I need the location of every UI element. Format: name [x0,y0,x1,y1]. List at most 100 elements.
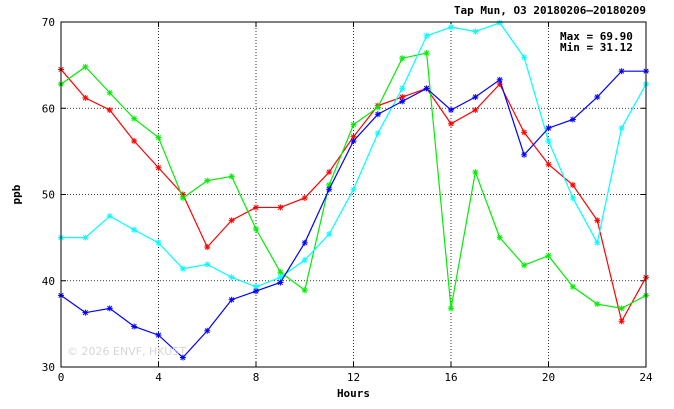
y-tick-label: 40 [42,275,55,288]
data-point [155,332,162,339]
data-point [350,133,357,140]
data-point [350,138,357,145]
data-point [277,279,284,286]
data-point [277,204,284,211]
x-tick-label: 0 [58,371,65,384]
chart-title: Tap Mun, O3 20180206–20180209 [454,4,646,17]
data-point [521,151,528,158]
data-point [545,125,552,132]
y-tick-label: 70 [42,16,55,29]
data-point [448,106,454,113]
data-point [179,354,186,361]
data-point [326,169,333,176]
x-tick-label: 12 [347,371,360,384]
data-point [204,177,211,184]
data-point [155,134,162,141]
y-tick-label: 30 [42,361,55,374]
data-point [618,68,625,75]
data-point [618,305,625,312]
data-point [374,130,381,137]
data-point [253,226,259,232]
data-point [594,301,601,308]
data-point [448,305,454,312]
data-point [521,129,528,136]
data-point [131,226,138,233]
data-point [82,234,89,241]
data-point [131,115,138,122]
x-tick-label: 8 [253,371,260,384]
x-tick-label: 16 [444,371,457,384]
data-point [496,76,503,83]
data-point [155,164,162,171]
data-point [448,24,454,31]
data-point [399,85,406,92]
data-point [618,125,625,132]
data-point [301,257,308,264]
series-1 [58,66,649,325]
data-point [496,234,503,241]
data-point [131,323,138,330]
data-point [326,231,333,238]
data-point [594,217,601,224]
x-tick-label: 24 [639,371,653,384]
x-tick-label: 4 [155,371,162,384]
data-point [521,262,528,269]
data-point [155,239,162,246]
plot-frame [60,21,647,368]
x-tick-label: 20 [542,371,555,384]
grid [61,22,646,367]
data-point [472,106,479,113]
data-point [131,138,138,145]
data-point [545,161,552,168]
data-point [423,50,430,57]
series-layer [58,19,649,361]
data-point [253,288,259,295]
y-axis-label: ppb [10,184,23,204]
data-point [496,19,503,26]
series-4 [58,68,649,361]
data-point [228,217,235,224]
data-point [228,296,235,303]
data-point [423,32,430,39]
data-point [106,106,113,113]
data-point [399,55,406,62]
data-point [569,182,576,189]
data-point [179,194,186,201]
data-point [204,244,211,251]
data-point [569,116,576,123]
data-point [326,186,333,193]
data-point [82,63,89,70]
data-point [350,186,357,193]
data-point [448,120,454,127]
data-point [301,287,308,294]
data-point [228,173,235,180]
data-point [301,239,308,246]
data-point [106,89,113,96]
data-point [204,327,211,334]
y-tick-label: 60 [42,102,55,115]
data-point [545,138,552,145]
data-point [569,194,576,201]
data-point [179,265,186,272]
ticks: 0 4 8 12 16 20 24 30 40 50 60 70 [42,16,653,384]
data-point [374,104,381,111]
data-point [106,305,113,312]
watermark: © 2026 ENVF, HKUST [67,345,186,358]
data-point [472,28,479,35]
data-point [350,121,357,128]
y-tick-label: 50 [42,189,55,202]
data-point [594,239,601,246]
data-point [204,261,211,268]
data-point [423,85,430,92]
data-point [399,98,406,105]
data-point [277,269,284,276]
data-point [106,213,113,220]
data-point [472,169,479,176]
data-point [618,318,625,325]
data-point [374,111,381,118]
data-point [277,274,284,281]
data-point [228,274,235,281]
data-point [545,252,552,259]
series-2 [58,50,649,312]
data-point [253,204,259,211]
